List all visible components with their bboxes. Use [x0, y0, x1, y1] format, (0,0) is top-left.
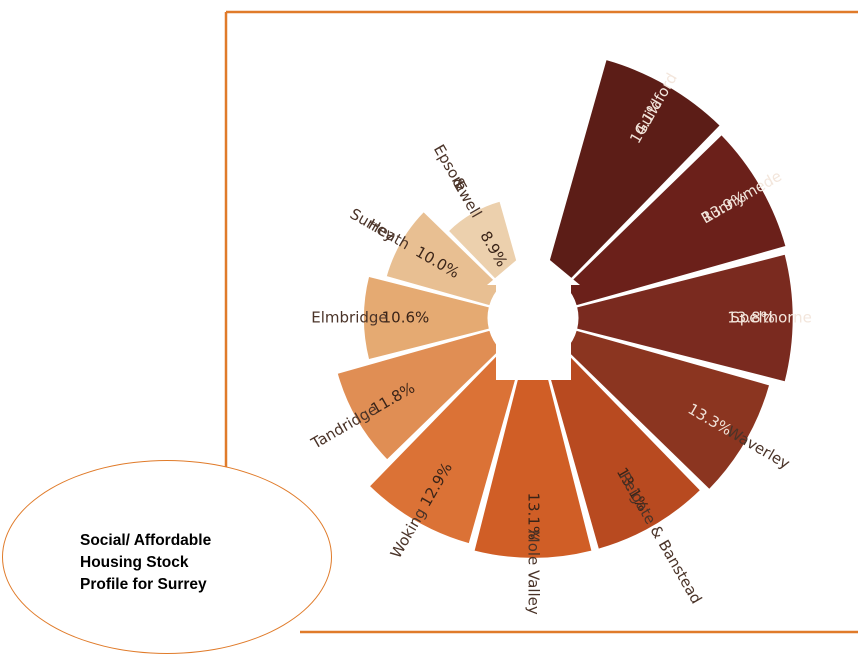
segment-runnymede	[564, 134, 787, 307]
category-label-spelthorne: Spelthorne	[730, 309, 812, 327]
category-label-elmbridge: Elmbridge	[311, 309, 387, 327]
category-label-surrey-heath-line-2: Heath	[365, 215, 413, 253]
segment-tandridge	[336, 329, 502, 461]
house-icon	[487, 246, 580, 380]
category-label-woking: Woking	[387, 505, 430, 562]
callout-ellipse: Social/ Affordable Housing Stock Profile…	[2, 460, 332, 654]
segment-spelthorne	[576, 253, 794, 383]
segment-elmbridge	[362, 275, 490, 361]
value-label-elmbridge: 10.6%	[382, 309, 430, 327]
category-label-mole-valley: Mole Valley	[525, 530, 543, 615]
segment-surrey-heath	[385, 210, 502, 307]
category-label-epsom-and-ewell-line-3: Ewell	[450, 178, 485, 221]
chart-frame	[224, 10, 858, 634]
value-label-spelthorne: 13.8%	[727, 309, 775, 327]
callout-text: Social/ Affordable Housing Stock Profile…	[80, 532, 212, 593]
value-label-mole-valley: 13.1%	[525, 492, 543, 540]
chart-segments	[336, 58, 794, 559]
